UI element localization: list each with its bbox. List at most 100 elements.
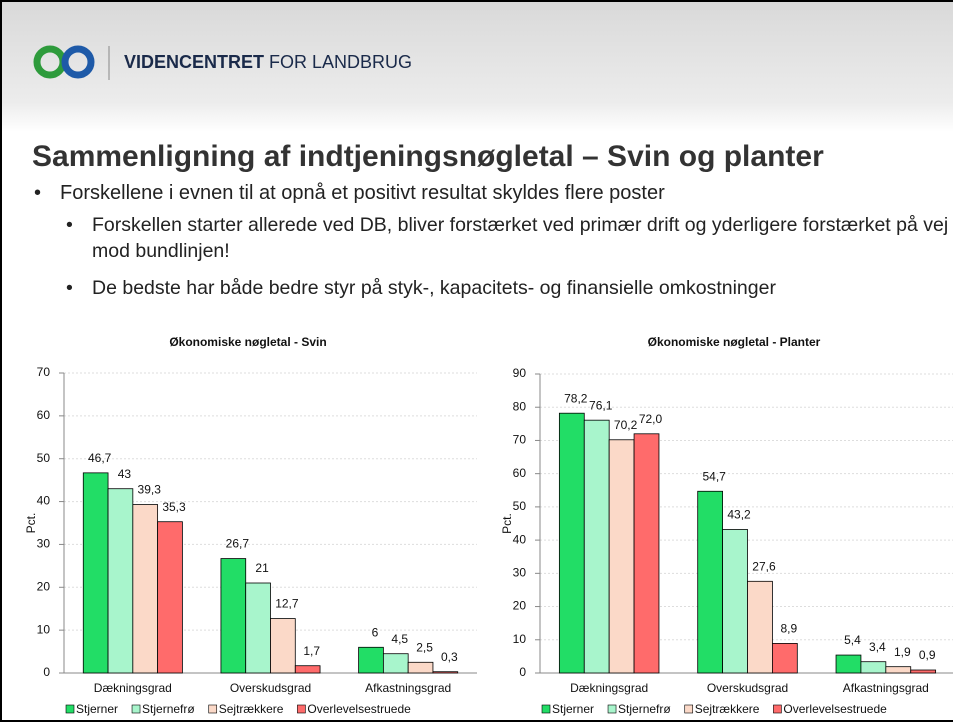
y-tick-label: 70 [37,365,51,379]
y-tick-label: 40 [513,532,527,546]
value-label: 5,4 [844,633,861,647]
brand-bold: VIDENCENTRET [124,52,265,72]
legend-swatch [684,704,694,714]
x-tick-label: Dækningsgrad [570,681,648,695]
y-axis-label: Pct. [24,513,38,534]
logo [33,45,110,80]
y-tick-label: 50 [37,451,51,465]
legend-label: Stjerner [552,702,594,716]
value-label: 43,2 [727,508,751,522]
bar [382,653,409,674]
bar [633,433,660,674]
bar [245,582,271,674]
legend-label: Stjernefrø [142,702,195,716]
y-tick-label: 60 [37,408,51,422]
bar [157,521,183,674]
value-label: 43 [118,467,132,481]
value-label: 46,7 [88,451,112,465]
value-label: 27,6 [752,559,776,573]
x-tick-label: Overskudsgrad [707,681,788,695]
legend-swatch [208,704,218,714]
bar [885,666,912,674]
bar [220,558,247,674]
bullet: De bedste har både bedre styr på styk-, … [32,275,953,301]
legend-swatch [297,704,306,714]
bar [82,472,109,674]
value-label: 26,7 [226,537,250,551]
bar [747,580,773,674]
value-label: 78,2 [564,391,588,405]
legend-label: Sejtrækkere [695,702,760,716]
legend-label: Overlevelsestruede [783,702,887,716]
legend-swatch [65,704,75,714]
y-tick-label: 90 [513,366,527,380]
y-tick-label: 40 [37,494,51,508]
value-label: 1,9 [894,645,911,659]
legend-label: Sejtrækkere [219,702,284,716]
bar [910,669,937,674]
bar [722,529,748,674]
y-tick-label: 0 [519,665,526,679]
value-label: 0,3 [441,650,458,664]
bar [270,618,296,674]
value-label: 70,2 [614,418,638,432]
bar [432,671,459,674]
bar [132,504,159,674]
legend-swatch [773,704,782,714]
value-label: 4,5 [391,632,408,646]
x-tick-label: Afkastningsgrad [843,681,929,695]
brand-rest: FOR LANDBRUG [269,52,413,72]
y-axis-label: Pct. [500,513,514,534]
y-tick-label: 0 [43,665,50,679]
value-label: 8,9 [781,622,798,636]
legend-label: Overlevelsestruede [307,702,411,716]
value-label: 76,1 [589,398,613,412]
bullet: Forskellene i evnen til at opnå et posit… [32,180,953,206]
bar [772,643,798,674]
legend-swatch [131,704,141,714]
bullet: Forskellen starter allerede ved DB, bliv… [32,212,953,264]
value-label: 2,5 [416,640,433,654]
y-tick-label: 70 [513,433,527,447]
y-tick-label: 30 [37,537,51,551]
y-tick-label: 80 [513,399,527,413]
legend-label: Stjernefrø [618,702,671,716]
chart-title: Økonomiske nøgletal - Planter [648,335,821,349]
y-tick-label: 20 [513,599,527,613]
legend-swatch [607,704,617,714]
y-tick-label: 50 [513,499,527,513]
bar [358,646,384,674]
legend-label: Stjerner [76,702,118,716]
brand: VIDENCENTRET FOR LANDBRUG [124,52,412,73]
value-label: 3,4 [869,640,886,654]
value-label: 39,3 [138,483,162,497]
slide-title: Sammenligning af indtjeningsnøgletal – S… [32,140,824,173]
x-tick-label: Overskudsgrad [230,681,311,695]
x-tick-label: Dækningsgrad [94,681,172,695]
bar [697,490,724,674]
y-tick-label: 60 [513,466,527,480]
value-label: 1,7 [303,644,320,658]
value-label: 6 [372,625,379,639]
value-label: 21 [255,561,269,575]
legend-swatch [541,704,551,714]
x-tick-label: Afkastningsgrad [365,681,451,695]
y-tick-label: 10 [37,622,51,636]
bar [860,661,887,674]
y-tick-label: 30 [513,566,527,580]
bar [608,439,635,674]
bar [583,419,610,674]
y-tick-label: 10 [513,632,527,646]
bar [835,654,862,674]
value-label: 54,7 [702,469,726,483]
bar [407,661,434,674]
y-tick-label: 20 [37,579,51,593]
value-label: 12,7 [275,597,299,611]
value-label: 0,9 [919,648,936,662]
bullets: Forskellene i evnen til at opnå et posit… [32,180,953,312]
chart-title: Økonomiske nøgletal - Svin [169,335,326,349]
bar [558,412,585,674]
value-label: 35,3 [162,500,186,514]
